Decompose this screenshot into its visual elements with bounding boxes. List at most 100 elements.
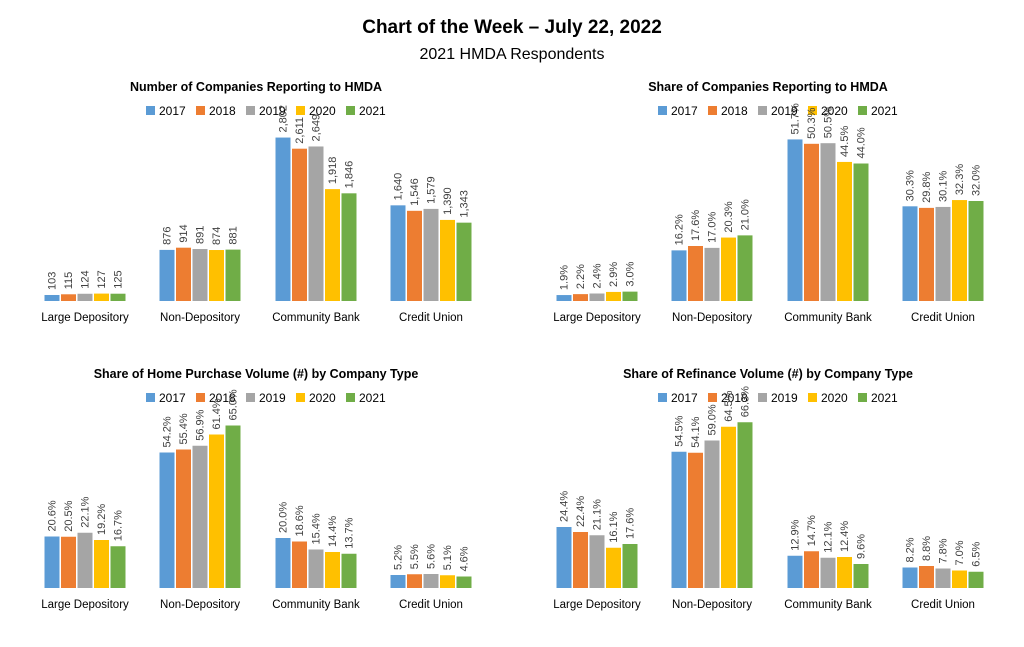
bar-large-depository-2019 [77, 532, 93, 588]
bar-non-depository-2021 [225, 249, 241, 301]
bar-non-depository-2019 [704, 247, 720, 301]
bar-non-depository-2018 [688, 452, 703, 588]
bar-community-bank-2017 [275, 137, 291, 301]
value-label-credit-union-2019: 30.1% [938, 171, 950, 202]
category-label-community-bank: Community Bank [784, 599, 872, 611]
value-label-community-bank-2018: 18.6% [294, 505, 306, 536]
value-label-community-bank-2019: 15.4% [311, 513, 323, 544]
chart-home-purchase-share: Share of Home Purchase Volume (#) by Com… [0, 357, 512, 647]
chart-title: Share of Refinance Volume (#) by Company… [623, 367, 913, 381]
bar-group-community-bank: 51.7% 50.3% 50.5% 44.5% 44.0% [787, 103, 869, 301]
legend-swatch-2019 [246, 393, 255, 402]
value-label-large-depository-2019: 21.1% [592, 499, 604, 530]
value-label-large-depository-2021: 125 [113, 270, 125, 288]
chart-title: Share of Companies Reporting to HMDA [648, 80, 888, 94]
bar-large-depository-2020 [94, 540, 109, 588]
value-label-large-depository-2021: 3.0% [625, 261, 637, 286]
legend-swatch-2021 [346, 106, 355, 115]
legend-label-2019: 2019 [771, 391, 798, 405]
legend-swatch-2017 [146, 106, 155, 115]
legend-swatch-2021 [858, 106, 867, 115]
bar-non-depository-2021 [737, 235, 753, 301]
legend-label-2017: 2017 [159, 391, 186, 405]
bar-group-large-depository: 103 115 124 127 125 [44, 270, 126, 301]
legend-label-2018: 2018 [209, 104, 236, 118]
bar-credit-union-2017 [390, 575, 406, 588]
bar-credit-union-2020 [440, 575, 455, 588]
bar-non-depository-2019 [704, 440, 720, 588]
category-label-large-depository: Large Depository [553, 312, 641, 324]
legend-swatch-2021 [346, 393, 355, 402]
bar-large-depository-2017 [44, 294, 60, 301]
value-label-large-depository-2018: 20.5% [63, 500, 75, 531]
category-label-large-depository: Large Depository [41, 599, 129, 611]
bar-community-bank-2018 [292, 541, 307, 588]
bar-credit-union-2019 [935, 568, 951, 588]
value-label-non-depository-2019: 59.0% [707, 404, 719, 435]
chart-title: Share of Home Purchase Volume (#) by Com… [94, 367, 419, 381]
bar-large-depository-2020 [94, 293, 109, 301]
bar-credit-union-2019 [423, 208, 439, 301]
bar-large-depository-2020 [606, 291, 621, 301]
legend-swatch-2019 [758, 393, 767, 402]
category-label-community-bank: Community Bank [272, 312, 360, 324]
bar-credit-union-2018 [407, 210, 422, 301]
legend-label-2021: 2021 [871, 391, 898, 405]
value-label-credit-union-2017: 1,640 [393, 173, 405, 201]
value-label-community-bank-2021: 9.6% [856, 534, 868, 559]
bar-large-depository-2019 [77, 293, 93, 301]
chart-refinance-share: Share of Refinance Volume (#) by Company… [512, 357, 1024, 647]
value-label-community-bank-2018: 14.7% [806, 515, 818, 546]
legend-label-2021: 2021 [871, 104, 898, 118]
bar-credit-union-2021 [968, 201, 984, 301]
legend-swatch-2018 [708, 393, 717, 402]
value-label-community-bank-2017: 2,802 [278, 105, 290, 133]
value-label-large-depository-2017: 24.4% [559, 491, 571, 522]
legend-swatch-2017 [146, 393, 155, 402]
bar-large-depository-2021 [622, 544, 638, 588]
category-label-credit-union: Credit Union [399, 312, 463, 324]
bar-credit-union-2018 [919, 566, 934, 588]
value-label-credit-union-2019: 5.6% [426, 544, 438, 569]
bar-community-bank-2019 [820, 557, 836, 588]
value-label-large-depository-2017: 1.9% [559, 265, 571, 290]
value-label-community-bank-2020: 44.5% [839, 126, 851, 157]
bar-community-bank-2021 [341, 553, 357, 588]
value-label-non-depository-2021: 881 [228, 226, 240, 244]
value-label-community-bank-2017: 51.7% [790, 103, 802, 134]
bar-group-credit-union: 5.2% 5.5% 5.6% 5.1% 4.6% [390, 544, 472, 588]
chart-title: Number of Companies Reporting to HMDA [130, 80, 382, 94]
category-label-non-depository: Non-Depository [160, 312, 240, 324]
legend-label-2017: 2017 [671, 391, 698, 405]
legend-swatch-2021 [858, 393, 867, 402]
value-label-large-depository-2019: 22.1% [80, 496, 92, 527]
value-label-credit-union-2021: 1,343 [459, 190, 471, 218]
bar-non-depository-2020 [721, 426, 736, 588]
legend-swatch-2017 [658, 106, 667, 115]
value-label-large-depository-2021: 16.7% [113, 510, 125, 541]
value-label-non-depository-2021: 66.3% [740, 386, 752, 417]
bar-credit-union-2017 [902, 206, 918, 301]
chart-svg: Share of Home Purchase Volume (#) by Com… [41, 367, 472, 611]
bar-group-non-depository: 54.2% 55.4% 56.9% 61.4% 65.0% [159, 389, 241, 588]
value-label-community-bank-2018: 50.3% [806, 107, 818, 138]
value-label-credit-union-2017: 30.3% [905, 170, 917, 201]
bar-group-non-depository: 876 914 891 874 881 [159, 224, 241, 301]
category-label-community-bank: Community Bank [272, 599, 360, 611]
category-label-community-bank: Community Bank [784, 312, 872, 324]
legend-swatch-2020 [296, 106, 305, 115]
value-label-large-depository-2020: 2.9% [608, 262, 620, 287]
value-label-credit-union-2020: 1,390 [442, 187, 454, 215]
chart-legend: 2017 2018 2019 2020 2021 [658, 104, 898, 118]
category-label-non-depository: Non-Depository [672, 312, 752, 324]
category-label-credit-union: Credit Union [399, 599, 463, 611]
bar-non-depository-2021 [225, 425, 241, 588]
bar-credit-union-2021 [456, 222, 472, 301]
value-label-large-depository-2021: 17.6% [625, 508, 637, 539]
legend-label-2017: 2017 [159, 104, 186, 118]
bar-group-credit-union: 8.2% 8.8% 7.8% 7.0% 6.5% [902, 536, 984, 588]
value-label-community-bank-2021: 1,846 [344, 161, 356, 189]
value-label-credit-union-2018: 5.5% [409, 544, 421, 569]
bar-community-bank-2017 [787, 555, 803, 588]
bar-group-large-depository: 1.9% 2.2% 2.4% 2.9% 3.0% [556, 261, 638, 301]
